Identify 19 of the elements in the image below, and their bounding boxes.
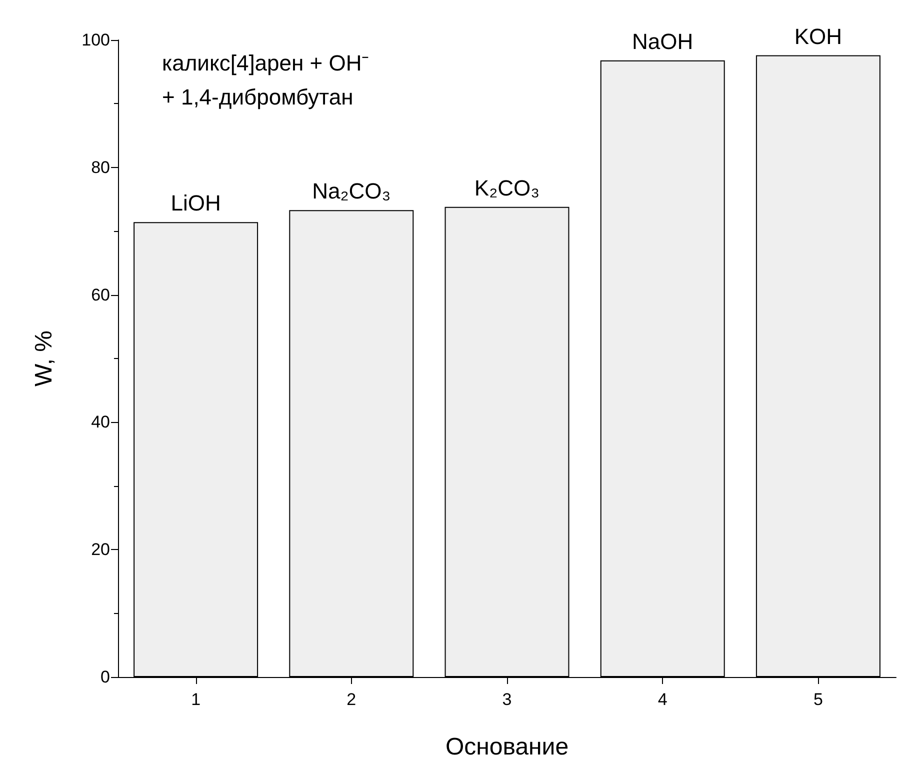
x-tick-label: 1 (191, 690, 201, 709)
y-tick-label: 40 (91, 412, 110, 432)
y-axis-title: W, % (30, 330, 58, 387)
annotation: LiOH (170, 190, 221, 216)
y-tick-label: 80 (91, 158, 110, 177)
x-tick-label: 2 (346, 690, 356, 709)
y-tick-label: 100 (82, 30, 110, 50)
y-tick-label: 60 (91, 285, 110, 304)
x-axis-title: Основание (445, 734, 569, 760)
x-tick-label: 5 (813, 690, 823, 709)
y-tick-label: 20 (91, 540, 110, 560)
annotation: NaOH (632, 28, 694, 54)
y-tick-label: 0 (100, 668, 110, 686)
annotation: каликс[4]арен + OH⁻ + 1,4-дибромбутан (162, 50, 369, 110)
x-tick-label: 4 (658, 690, 668, 709)
annotation: Na₂CO₃ (312, 178, 391, 204)
annotation: K₂CO₃ (474, 175, 540, 200)
annotation: KOH (794, 24, 842, 49)
x-tick-label: 3 (502, 690, 512, 709)
